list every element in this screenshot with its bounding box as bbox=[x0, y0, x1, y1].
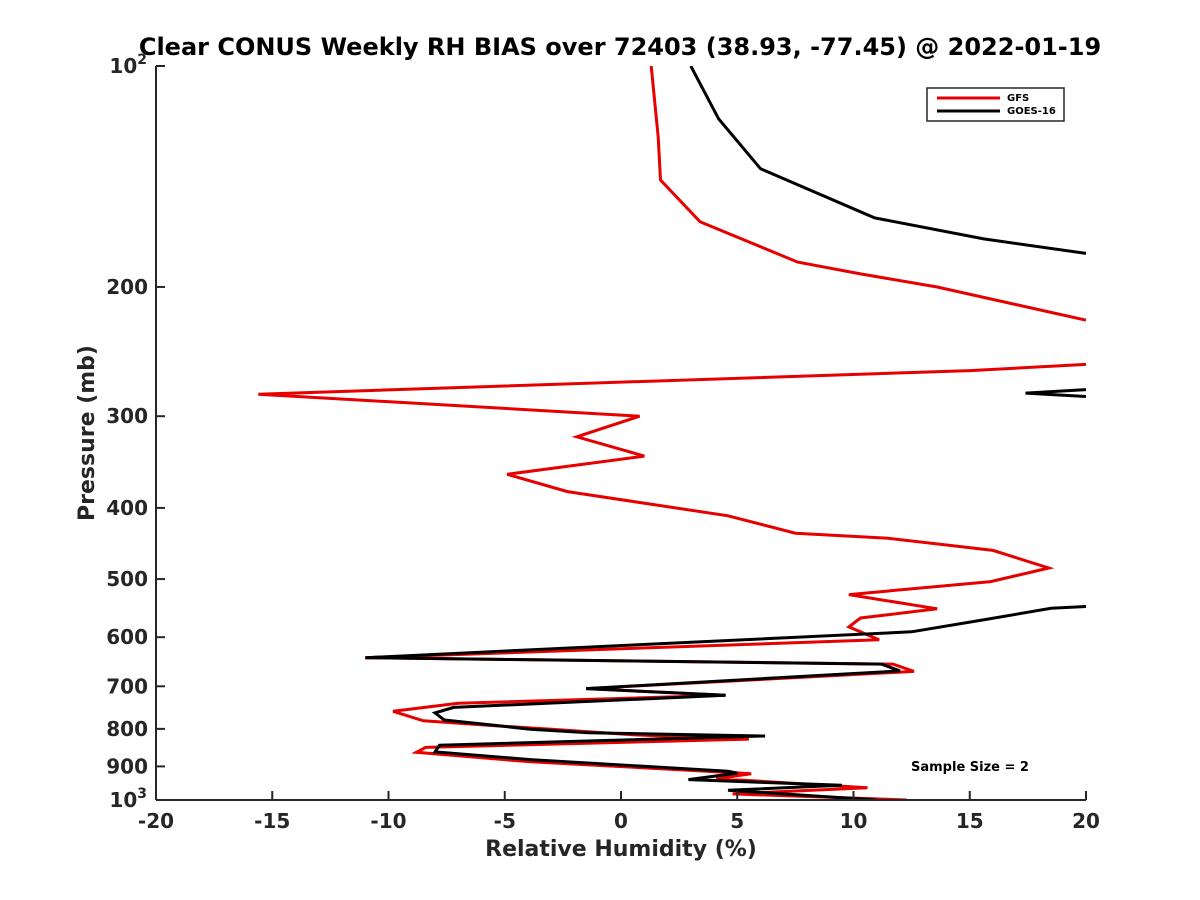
legend: GFS GOES-16 bbox=[926, 87, 1065, 122]
y-tick-label: 102 bbox=[109, 52, 147, 78]
x-axis-title: Relative Humidity (%) bbox=[485, 837, 757, 862]
series-line-goes16-2 bbox=[365, 605, 1086, 800]
plot-area bbox=[258, 66, 1086, 800]
x-tick-label: 5 bbox=[730, 809, 744, 833]
y-tick-label: 200 bbox=[106, 275, 148, 299]
y-tick-label: 300 bbox=[106, 404, 148, 428]
legend-label-goes16: GOES-16 bbox=[1007, 106, 1056, 117]
series-line-goes16-0 bbox=[689, 66, 1086, 255]
legend-box bbox=[926, 87, 1065, 122]
y-tick-label: 500 bbox=[106, 567, 148, 591]
x-tick-label: -5 bbox=[494, 809, 516, 833]
x-tick-label: -20 bbox=[138, 809, 174, 833]
y-tick-label: 800 bbox=[106, 717, 148, 741]
sample-size-annotation: Sample Size = 2 bbox=[911, 760, 1029, 775]
chart-title: Clear CONUS Weekly RH BIAS over 72403 (3… bbox=[139, 33, 1101, 61]
y-ticks: 102 200 300 400 500 600 700 800 900 103 bbox=[106, 52, 165, 812]
y-tick-label: 103 bbox=[109, 786, 147, 812]
x-tick-label: -15 bbox=[254, 809, 290, 833]
x-tick-label: 20 bbox=[1072, 809, 1100, 833]
series-line-goes16-1 bbox=[1025, 388, 1086, 398]
y-tick-label: 900 bbox=[106, 754, 148, 778]
legend-label-gfs: GFS bbox=[1007, 93, 1029, 104]
x-tick-label: 0 bbox=[614, 809, 628, 833]
y-tick-label: 700 bbox=[106, 674, 148, 698]
x-tick-label: 15 bbox=[956, 809, 984, 833]
x-ticks: -20 -15 -10 -5 0 5 10 15 20 bbox=[138, 791, 1100, 833]
y-tick-label: 600 bbox=[106, 625, 148, 649]
series-layer bbox=[258, 66, 1086, 800]
x-tick-label: 10 bbox=[840, 809, 868, 833]
y-axis-title: Pressure (mb) bbox=[75, 345, 100, 521]
y-tick-label: 400 bbox=[106, 496, 148, 520]
x-tick-label: -10 bbox=[370, 809, 406, 833]
series-line-gfs-0 bbox=[649, 66, 1086, 322]
